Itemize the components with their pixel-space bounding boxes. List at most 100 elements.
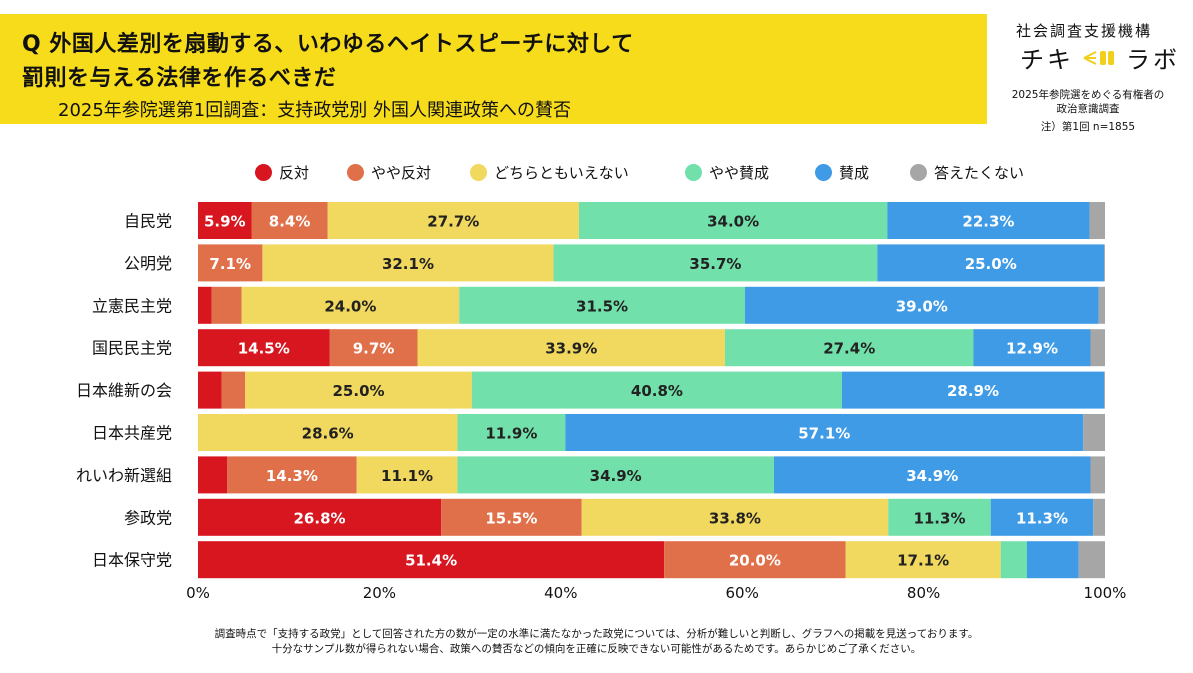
legend-item-4: 賛成 <box>815 162 869 183</box>
bar-segment-6-3 <box>457 456 774 494</box>
legend-label-0: 反対 <box>279 164 310 182</box>
bar-segment-3-2 <box>417 329 725 367</box>
bar-segment-7-1 <box>441 498 582 536</box>
data-label-6-4: 34.9% <box>906 467 958 485</box>
bar-segment-6-2 <box>356 456 458 494</box>
data-label-6-3: 34.9% <box>590 467 642 485</box>
data-label-5-4: 57.1% <box>798 425 850 443</box>
logo-mark-icon <box>1083 50 1114 65</box>
legend-item-0: 反対 <box>255 162 309 183</box>
legend-label-2: どちらともいえない <box>494 164 629 182</box>
data-label-4-4: 28.9% <box>947 382 999 400</box>
category-label-7: 参政党 <box>124 508 172 527</box>
bar-segment-6-5 <box>1090 456 1105 494</box>
data-label-3-1: 9.7% <box>353 340 395 358</box>
bar-segment-2-3 <box>459 286 745 324</box>
bar-segment-2-4 <box>744 286 1099 324</box>
category-label-3: 国民民主党 <box>92 339 172 358</box>
category-label-6: れいわ新選組 <box>76 466 172 485</box>
bar-segment-0-1 <box>251 202 328 239</box>
bar-segment-2-5 <box>1098 286 1105 324</box>
legend-swatch-3 <box>685 164 702 181</box>
brand-note-1: 2025年参院選をめぐる有権者の <box>1011 89 1165 101</box>
bar-segment-6-0 <box>198 456 228 494</box>
data-label-2-2: 24.0% <box>324 297 376 315</box>
bar-segment-7-3 <box>888 498 991 536</box>
bar-segment-0-3 <box>578 202 888 239</box>
bar-segment-1-2 <box>262 244 554 282</box>
brand-note-3: 注）第1回 n=1855 <box>1040 121 1136 133</box>
data-label-5-3: 11.9% <box>485 425 537 443</box>
legend-label-1: やや反対 <box>371 164 432 182</box>
category-label-4: 日本維新の会 <box>76 381 172 400</box>
data-label-8-0: 51.4% <box>405 552 457 570</box>
x-tick-label-1: 20% <box>363 584 396 602</box>
legend-item-5: 答えたくない <box>910 162 1024 183</box>
legend-swatch-5 <box>910 164 927 181</box>
data-label-3-2: 33.9% <box>545 340 597 358</box>
data-label-4-3: 40.8% <box>631 382 683 400</box>
bar-segment-8-4 <box>1026 541 1079 579</box>
legend-item-1: やや反対 <box>347 162 431 183</box>
bar-segment-1-1 <box>198 244 263 282</box>
bar-segment-4-2 <box>245 371 472 409</box>
legend-item-3: やや賛成 <box>685 162 769 183</box>
data-label-3-4: 12.9% <box>1006 340 1058 358</box>
legend-swatch-4 <box>815 164 832 181</box>
bar-segment-0-5 <box>1089 202 1105 239</box>
data-label-1-4: 25.0% <box>965 255 1017 273</box>
x-tick-label-5: 100% <box>1084 584 1127 602</box>
bar-segment-2-1 <box>211 286 242 324</box>
question-line-1: Q 外国人差別を扇動する、いわゆるヘイトスピーチに対して <box>22 32 634 57</box>
bar-segment-7-5 <box>1093 498 1105 536</box>
bar-segment-1-4 <box>877 244 1105 282</box>
bar-segment-0-4 <box>887 202 1090 239</box>
data-label-0-2: 27.7% <box>427 213 479 231</box>
bar-segment-3-3 <box>724 329 974 367</box>
subtitle: 2025年参院選第1回調査：支持政党別 外国人関連政策への賛否 <box>58 100 571 121</box>
bar-segment-7-4 <box>990 498 1094 536</box>
data-label-0-1: 8.4% <box>269 213 311 231</box>
x-tick-label-0: 0% <box>186 584 210 602</box>
bar-segment-3-4 <box>973 329 1091 367</box>
category-label-2: 立憲民主党 <box>92 296 172 315</box>
bar-segment-8-5 <box>1078 541 1105 579</box>
bar-segment-4-5 <box>1104 371 1105 409</box>
footnote-line-1: 調査時点で「支持する政党」として回答された方の数が一定の水準に満たなかった政党に… <box>214 628 979 640</box>
category-label-8: 日本保守党 <box>92 551 172 570</box>
title-banner: Q 外国人差別を扇動する、いわゆるヘイトスピーチに対して 罰則を与える法律を作る… <box>0 14 987 124</box>
logo-right-text: ラボ <box>1126 46 1180 74</box>
data-label-8-1: 20.0% <box>729 552 781 570</box>
data-label-7-2: 33.8% <box>709 509 761 527</box>
bar-segment-5-3 <box>457 414 566 451</box>
x-tick-label-4: 80% <box>907 584 940 602</box>
data-label-7-4: 11.3% <box>1016 509 1068 527</box>
data-label-8-2: 17.1% <box>897 552 949 570</box>
bar-segment-3-1 <box>329 329 418 367</box>
data-label-0-3: 34.0% <box>707 213 759 231</box>
bar-segment-7-2 <box>581 498 889 536</box>
bar-segment-0-2 <box>327 202 579 239</box>
logo-left-text: チキ <box>1020 46 1074 74</box>
x-tick-label-2: 40% <box>544 584 577 602</box>
legend-label-4: 賛成 <box>839 164 870 182</box>
category-label-0: 自民党 <box>124 212 172 231</box>
bar-segment-5-2 <box>198 414 458 451</box>
bar-segment-8-3 <box>1000 541 1027 579</box>
data-label-5-2: 28.6% <box>302 425 354 443</box>
bar-segment-0-0 <box>198 202 252 239</box>
data-label-6-1: 14.3% <box>266 467 318 485</box>
category-label-1: 公明党 <box>124 254 172 273</box>
brand-logo: チキ ラボ <box>1020 40 1180 75</box>
data-label-7-3: 11.3% <box>913 509 965 527</box>
bar-segment-1-5 <box>1104 244 1105 282</box>
data-label-1-3: 35.7% <box>689 255 741 273</box>
data-label-1-2: 32.1% <box>382 255 434 273</box>
bar-segment-4-1 <box>221 371 246 409</box>
legend: 反対 やや反対 どちらともいえない やや賛成 賛成 答えたくない <box>0 162 1193 184</box>
bar-segment-8-1 <box>664 541 846 579</box>
data-label-2-3: 31.5% <box>576 297 628 315</box>
bar-segment-2-0 <box>198 286 212 324</box>
question-line-2: 罰則を与える法律を作るべきだ <box>22 66 337 91</box>
